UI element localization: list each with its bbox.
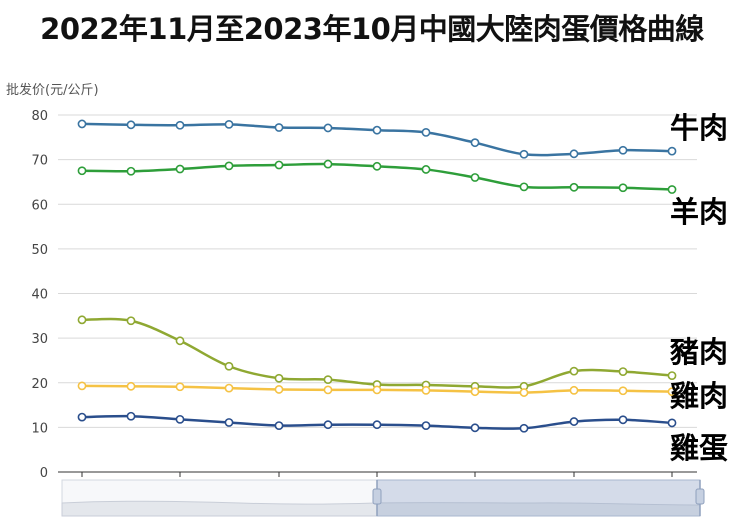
data-point[interactable] [274, 160, 284, 170]
series-0 [77, 119, 677, 159]
data-point[interactable] [77, 381, 87, 391]
data-point[interactable] [175, 414, 185, 424]
data-point[interactable] [519, 149, 529, 159]
data-point[interactable] [224, 418, 234, 427]
data-point[interactable] [470, 423, 480, 433]
data-point[interactable] [667, 418, 677, 428]
data-point[interactable] [323, 159, 333, 169]
data-zoom-slider[interactable] [61, 479, 705, 517]
series-label: 牛肉 [670, 111, 728, 145]
data-point[interactable] [569, 182, 579, 192]
series-1 [77, 159, 677, 194]
data-point[interactable] [421, 128, 431, 137]
data-point[interactable] [323, 123, 333, 133]
data-point[interactable] [421, 421, 431, 430]
data-point[interactable] [372, 125, 382, 135]
data-point[interactable] [274, 373, 284, 383]
data-point[interactable] [77, 315, 87, 325]
y-axis: 0 10 20 30 40 50 60 70 80 [31, 109, 48, 481]
data-point[interactable] [569, 149, 579, 159]
data-point[interactable] [175, 164, 185, 174]
data-point[interactable] [667, 387, 677, 397]
data-point[interactable] [323, 420, 333, 430]
data-point[interactable] [224, 383, 234, 393]
data-point[interactable] [372, 161, 382, 171]
data-point[interactable] [470, 138, 480, 148]
series-2 [77, 315, 677, 391]
series-label: 豬肉 [670, 335, 728, 369]
y-tick-label: 40 [31, 288, 48, 303]
data-point[interactable] [77, 166, 87, 176]
data-point[interactable] [519, 182, 529, 192]
chart-title: 2022年11月至2023年10月中國大陸肉蛋價格曲線 [40, 12, 704, 46]
y-axis-unit-label: 批发价(元/公斤) [6, 83, 99, 98]
data-point[interactable] [470, 387, 480, 397]
data-point[interactable] [323, 375, 333, 385]
data-point[interactable] [667, 146, 677, 156]
data-point[interactable] [224, 361, 234, 371]
y-tick-label: 50 [31, 243, 48, 258]
data-point[interactable] [274, 421, 284, 430]
data-point[interactable] [569, 417, 579, 426]
data-point[interactable] [667, 371, 677, 381]
series-3 [77, 381, 677, 397]
data-point[interactable] [519, 388, 529, 397]
data-point[interactable] [274, 123, 284, 132]
data-point[interactable] [274, 385, 284, 394]
data-point[interactable] [470, 173, 480, 182]
data-point[interactable] [569, 366, 579, 376]
data-point[interactable] [618, 386, 628, 396]
data-point[interactable] [618, 183, 628, 193]
data-point[interactable] [126, 316, 136, 326]
series-label: 羊肉 [670, 195, 728, 229]
y-tick-label: 70 [31, 154, 48, 169]
y-tick-label: 20 [31, 377, 48, 392]
data-point[interactable] [224, 119, 234, 129]
data-point[interactable] [618, 367, 628, 376]
data-point[interactable] [421, 165, 431, 174]
data-point[interactable] [126, 120, 136, 130]
y-tick-label: 0 [40, 466, 48, 481]
y-tick-label: 10 [31, 421, 48, 436]
series-label: 雞蛋 [669, 431, 728, 465]
y-tick-label: 60 [31, 198, 48, 213]
series-label: 雞肉 [669, 379, 728, 413]
data-point[interactable] [519, 423, 529, 433]
data-point[interactable] [175, 120, 185, 130]
data-point[interactable] [224, 161, 234, 171]
zoom-handle[interactable] [372, 480, 382, 516]
y-tick-label: 30 [31, 332, 48, 347]
data-point[interactable] [126, 166, 136, 176]
zoom-selection[interactable] [376, 479, 701, 517]
data-point[interactable] [77, 119, 87, 129]
y-tick-label: 80 [31, 109, 48, 124]
data-point[interactable] [372, 385, 382, 395]
series-group [77, 119, 677, 433]
data-point[interactable] [126, 381, 136, 391]
data-point[interactable] [77, 412, 87, 422]
zoom-handle[interactable] [695, 480, 705, 516]
data-point[interactable] [323, 385, 333, 395]
data-point[interactable] [667, 185, 677, 194]
series-4 [77, 411, 677, 433]
data-point[interactable] [175, 382, 185, 392]
data-point[interactable] [175, 336, 185, 346]
data-point[interactable] [569, 385, 579, 395]
data-point[interactable] [618, 415, 628, 425]
data-point[interactable] [126, 411, 136, 421]
series-line [81, 317, 673, 389]
data-point[interactable] [421, 385, 431, 395]
data-point[interactable] [372, 420, 382, 430]
data-point[interactable] [618, 145, 628, 155]
